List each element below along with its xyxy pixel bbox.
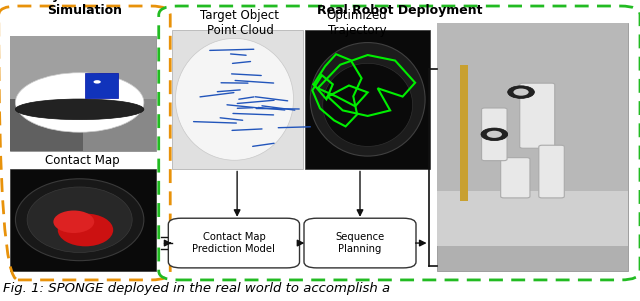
FancyBboxPatch shape: [520, 83, 555, 148]
Circle shape: [486, 131, 502, 138]
Ellipse shape: [58, 214, 113, 246]
Circle shape: [481, 128, 508, 141]
Ellipse shape: [310, 42, 425, 156]
Bar: [460, 65, 468, 201]
Circle shape: [513, 88, 529, 96]
Ellipse shape: [175, 39, 294, 160]
Bar: [437, 23, 628, 209]
Bar: [437, 23, 628, 271]
Ellipse shape: [15, 179, 144, 261]
Ellipse shape: [323, 63, 413, 146]
FancyBboxPatch shape: [482, 108, 507, 161]
Ellipse shape: [15, 73, 144, 132]
FancyBboxPatch shape: [168, 218, 300, 268]
Bar: [83, 99, 156, 150]
Bar: [172, 30, 303, 169]
Bar: [10, 99, 156, 150]
Text: Real Robot Deployment: Real Robot Deployment: [317, 4, 482, 17]
Ellipse shape: [27, 187, 132, 253]
Circle shape: [93, 80, 101, 84]
Ellipse shape: [53, 210, 94, 233]
Bar: [305, 30, 430, 169]
Text: Contact Map: Contact Map: [45, 154, 120, 167]
FancyBboxPatch shape: [500, 158, 530, 198]
Bar: [10, 36, 156, 99]
FancyBboxPatch shape: [304, 218, 416, 268]
Bar: [437, 191, 628, 246]
FancyBboxPatch shape: [86, 73, 118, 98]
Circle shape: [508, 86, 534, 98]
Text: Sequence
Planning: Sequence Planning: [335, 232, 385, 254]
Text: Optimized
Trajectory: Optimized Trajectory: [327, 8, 387, 37]
Bar: [10, 169, 156, 271]
Bar: [10, 36, 156, 150]
Text: Target Object
Point Cloud: Target Object Point Cloud: [200, 8, 280, 37]
FancyBboxPatch shape: [539, 145, 564, 198]
Text: Fig. 1: SPONGE deployed in the real world to accomplish a: Fig. 1: SPONGE deployed in the real worl…: [3, 282, 390, 295]
Text: Physics-based
Simulation: Physics-based Simulation: [35, 0, 134, 17]
Ellipse shape: [15, 99, 144, 119]
Text: Contact Map
Prediction Model: Contact Map Prediction Model: [193, 232, 275, 254]
